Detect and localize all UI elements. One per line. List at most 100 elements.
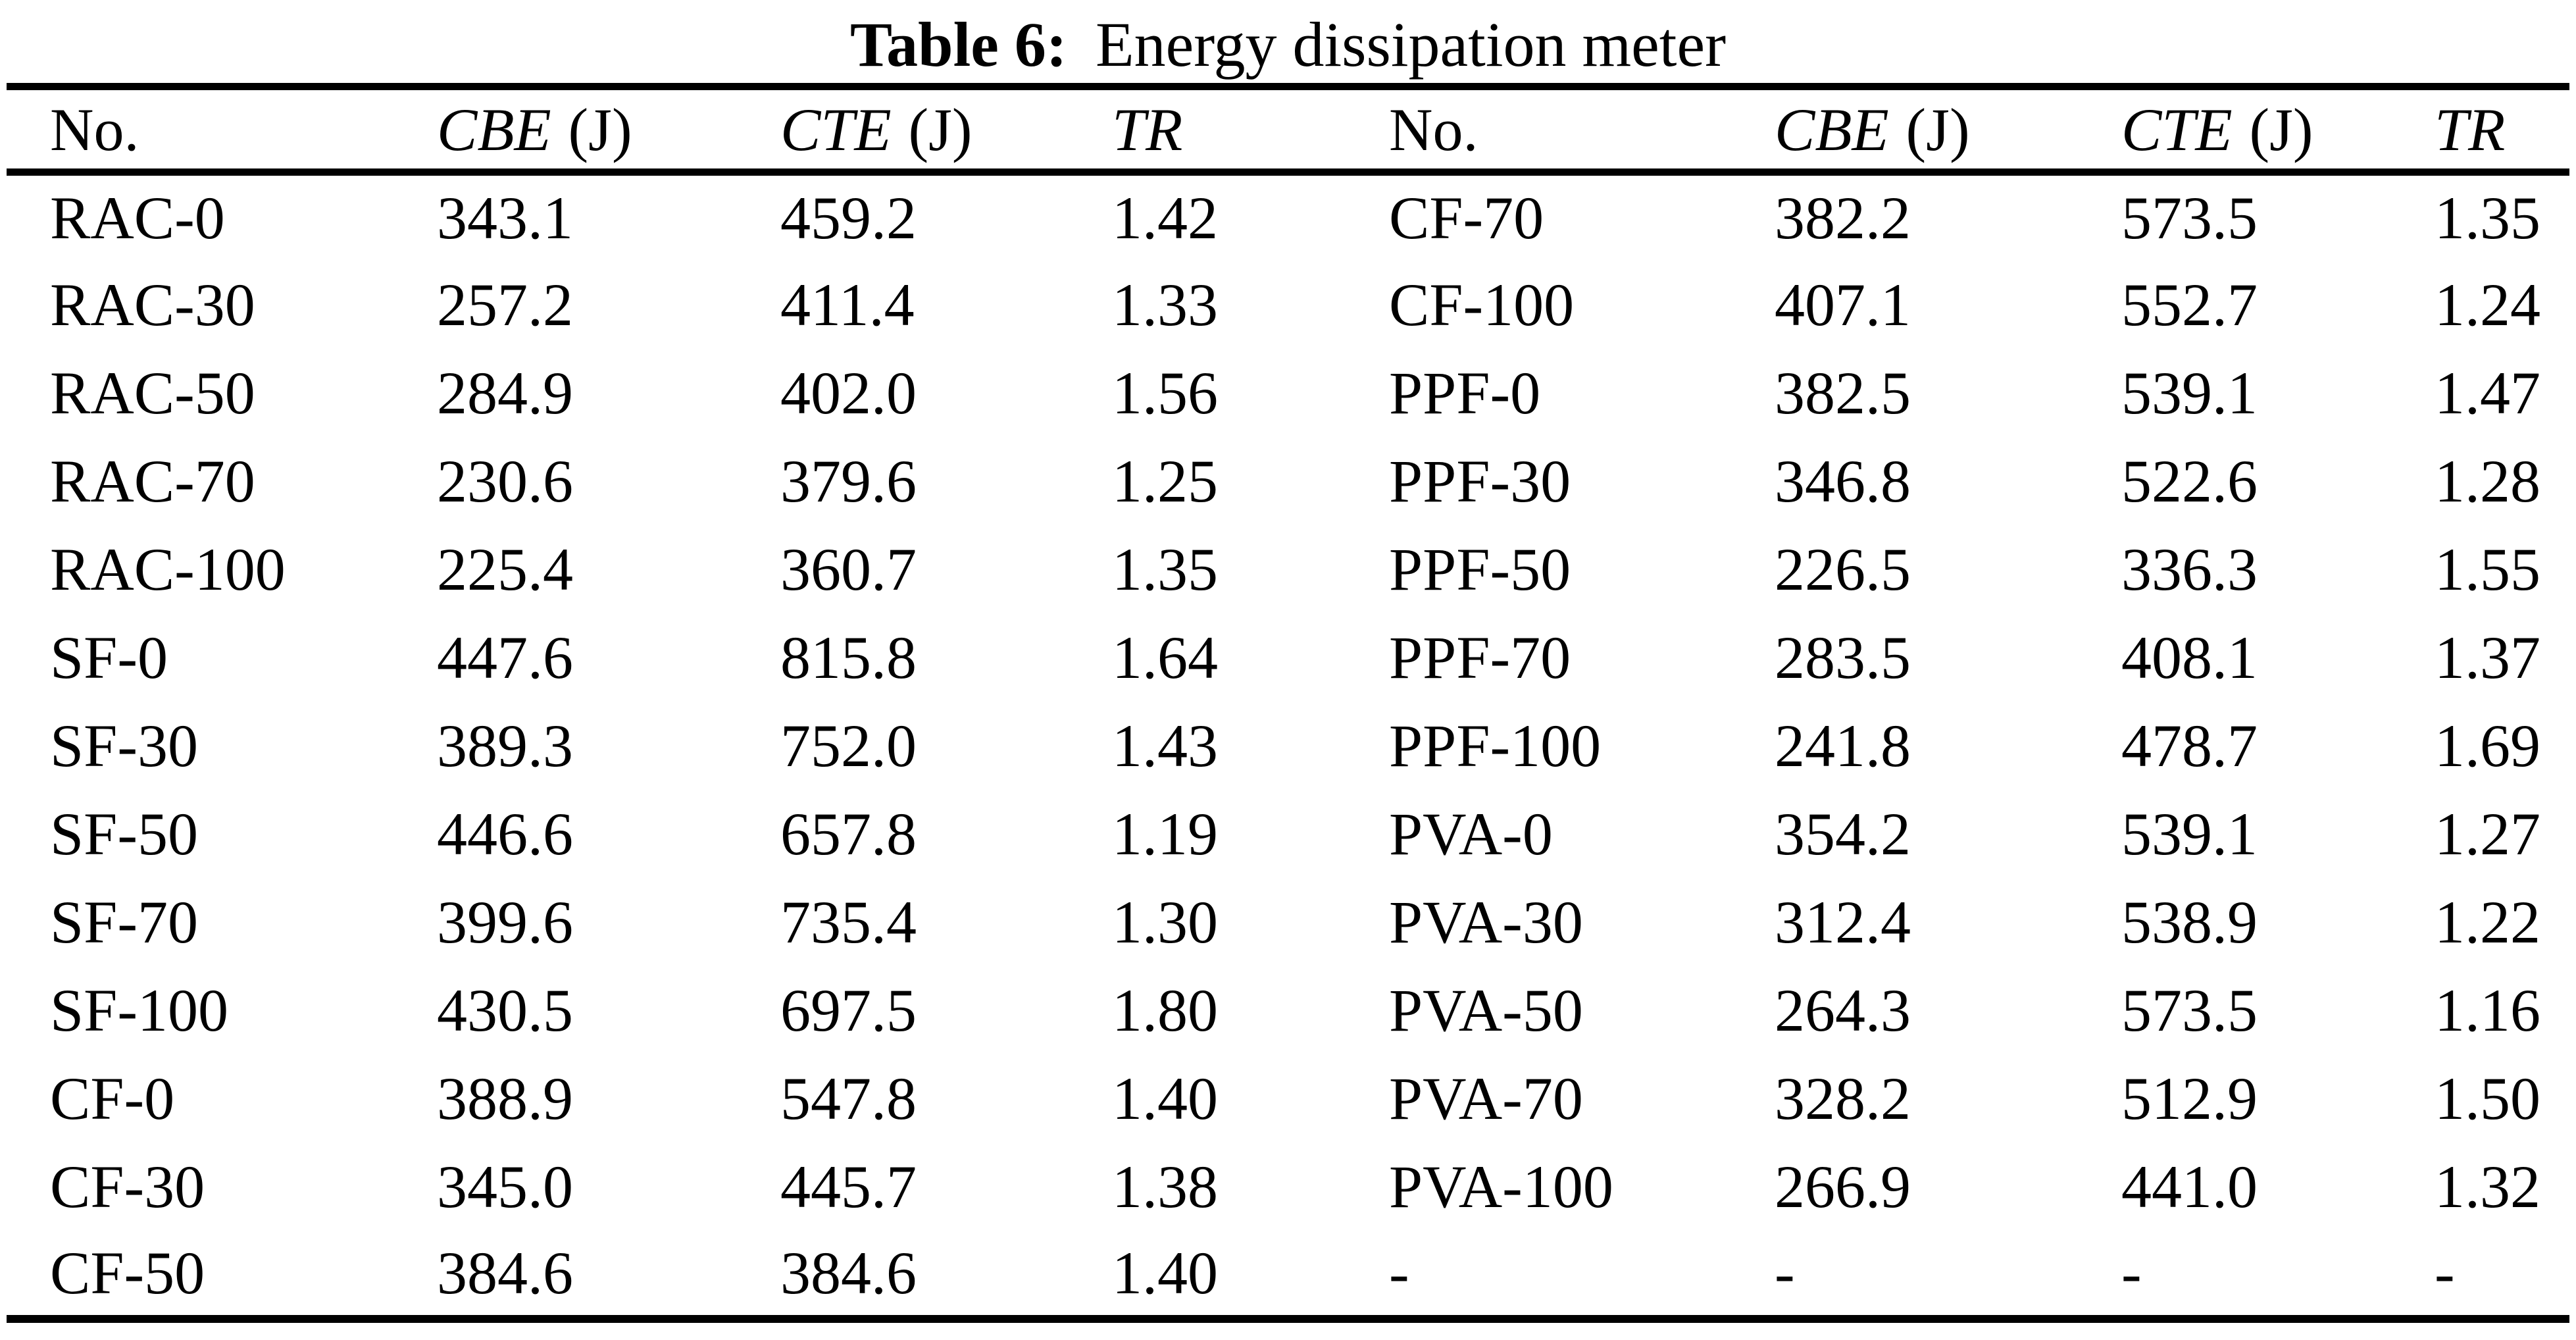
table-cell: 225.4 — [437, 535, 573, 603]
table-cell: PVA-100 — [1389, 1152, 1613, 1220]
table-row: SF-0 447.6 815.8 1.64 PPF-70 283.5 408.1… — [7, 613, 2569, 702]
col-header-cte-right-symbol: CTE — [2121, 95, 2233, 163]
table-row: SF-30 389.3 752.0 1.43 PPF-100 241.8 478… — [7, 702, 2569, 790]
table-cell: 226.5 — [1775, 535, 1911, 603]
table-cell: 1.64 — [1112, 623, 1218, 691]
col-header-cbe-left: CBE (J) — [437, 87, 780, 172]
table-cell: SF-100 — [50, 976, 228, 1044]
table-cell: 266.9 — [1775, 1152, 1911, 1220]
table-cell: 382.2 — [1775, 184, 1911, 252]
table-cell: 1.43 — [1112, 711, 1218, 779]
table-cell: 1.35 — [2435, 184, 2540, 252]
col-header-tr-left: TR — [1112, 87, 1353, 172]
table-row: SF-70 399.6 735.4 1.30 PVA-30 312.4 538.… — [7, 878, 2569, 966]
table-cell: 346.8 — [1775, 447, 1911, 515]
table-cell: 573.5 — [2121, 184, 2258, 252]
table-caption: Table 6: Energy dissipation meter — [0, 0, 2576, 83]
table-row: SF-50 446.6 657.8 1.19 PVA-0 354.2 539.1… — [7, 790, 2569, 878]
table-cell: SF-50 — [50, 800, 198, 867]
col-header-cte-right-unit: (J) — [2249, 95, 2313, 163]
table-cell: PVA-0 — [1389, 800, 1553, 867]
table-cell: CF-70 — [1389, 184, 1544, 252]
table-row: RAC-30 257.2 411.4 1.33 CF-100 407.1 552… — [7, 261, 2569, 349]
table-cell: 547.8 — [780, 1064, 917, 1132]
col-header-no-right: No. — [1353, 87, 1775, 172]
table-cell: 657.8 — [780, 800, 917, 867]
table-row: RAC-0 343.1 459.2 1.42 CF-70 382.2 573.5… — [7, 172, 2569, 261]
table-cell: 446.6 — [437, 800, 573, 867]
table-row: RAC-100 225.4 360.7 1.35 PPF-50 226.5 33… — [7, 525, 2569, 613]
col-header-cbe-right-unit: (J) — [1906, 95, 1970, 163]
col-header-no-left-label: No. — [50, 95, 139, 163]
table-cell: 573.5 — [2121, 976, 2258, 1044]
table-cell: RAC-100 — [50, 535, 286, 603]
table-cell: 312.4 — [1775, 888, 1911, 956]
table-cell: 411.4 — [780, 271, 915, 338]
table-cell: - — [1775, 1239, 1795, 1306]
table-cell: 447.6 — [437, 623, 573, 691]
table-caption-text: Energy dissipation meter — [1096, 9, 1727, 80]
col-header-no-right-label: No. — [1389, 95, 1478, 163]
table-cell: CF-50 — [50, 1239, 205, 1306]
table-cell: 539.1 — [2121, 359, 2258, 426]
table-cell: 407.1 — [1775, 271, 1911, 338]
table-cell: 1.28 — [2435, 447, 2540, 515]
energy-dissipation-table: No. CBE (J) CTE (J) TR No. CBE (J) CTE (J) T… — [7, 83, 2569, 1323]
col-header-cte-left-unit: (J) — [908, 95, 972, 163]
table-cell: CF-30 — [50, 1152, 205, 1220]
col-header-no-left: No. — [7, 87, 437, 172]
table-cell: 1.69 — [2435, 711, 2540, 779]
table-cell: 1.33 — [1112, 271, 1218, 338]
table-cell: PPF-100 — [1389, 711, 1602, 779]
table-cell: PPF-70 — [1389, 623, 1571, 691]
table-cell: - — [2121, 1239, 2142, 1306]
table-cell: 1.50 — [2435, 1064, 2540, 1132]
table-row: CF-0 388.9 547.8 1.40 PVA-70 328.2 512.9… — [7, 1054, 2569, 1143]
col-header-cbe-right-symbol: CBE — [1775, 95, 1889, 163]
table-cell: SF-30 — [50, 711, 198, 779]
table-cell: 1.27 — [2435, 800, 2540, 867]
table-cell: 1.55 — [2435, 535, 2540, 603]
table-cell: PPF-0 — [1389, 359, 1541, 426]
table-cell: SF-0 — [50, 623, 168, 691]
table-row: RAC-70 230.6 379.6 1.25 PPF-30 346.8 522… — [7, 437, 2569, 525]
table-cell: 1.24 — [2435, 271, 2540, 338]
col-header-tr-left-symbol: TR — [1112, 95, 1183, 163]
table-cell: 1.80 — [1112, 976, 1218, 1044]
table-cell: 389.3 — [437, 711, 573, 779]
table-row: RAC-50 284.9 402.0 1.56 PPF-0 382.5 539.… — [7, 349, 2569, 437]
table-cell: 283.5 — [1775, 623, 1911, 691]
table-cell: 1.37 — [2435, 623, 2540, 691]
table-cell: 1.32 — [2435, 1152, 2540, 1220]
table-cell: 384.6 — [780, 1239, 917, 1306]
table-cell: 445.7 — [780, 1152, 917, 1220]
table-cell: 1.25 — [1112, 447, 1218, 515]
table-cell: 382.5 — [1775, 359, 1911, 426]
table-cell: 354.2 — [1775, 800, 1911, 867]
table-cell: RAC-70 — [50, 447, 255, 515]
table-cell: RAC-30 — [50, 271, 255, 338]
col-header-cte-right: CTE (J) — [2121, 87, 2435, 172]
table-cell: 328.2 — [1775, 1064, 1911, 1132]
col-header-tr-right: TR — [2435, 87, 2569, 172]
col-header-cte-left-symbol: CTE — [780, 95, 892, 163]
table-cell: 1.35 — [1112, 535, 1218, 603]
col-header-cbe-right: CBE (J) — [1775, 87, 2121, 172]
table-cell: 402.0 — [780, 359, 917, 426]
table-cell: 379.6 — [780, 447, 917, 515]
header-row: No. CBE (J) CTE (J) TR No. CBE (J) CTE (J) T… — [7, 87, 2569, 172]
table-cell: 345.0 — [437, 1152, 573, 1220]
table-cell: 538.9 — [2121, 888, 2258, 956]
table-cell: 343.1 — [437, 184, 573, 252]
table-cell: 1.56 — [1112, 359, 1218, 426]
table-cell: 512.9 — [2121, 1064, 2258, 1132]
table-cell: - — [2435, 1239, 2455, 1306]
table-cell: 522.6 — [2121, 447, 2258, 515]
table-cell: 441.0 — [2121, 1152, 2258, 1220]
table-cell: 399.6 — [437, 888, 573, 956]
col-header-cbe-left-symbol: CBE — [437, 95, 551, 163]
table-cell: CF-100 — [1389, 271, 1575, 338]
table-cell: 430.5 — [437, 976, 573, 1044]
table-cell: PVA-50 — [1389, 976, 1583, 1044]
